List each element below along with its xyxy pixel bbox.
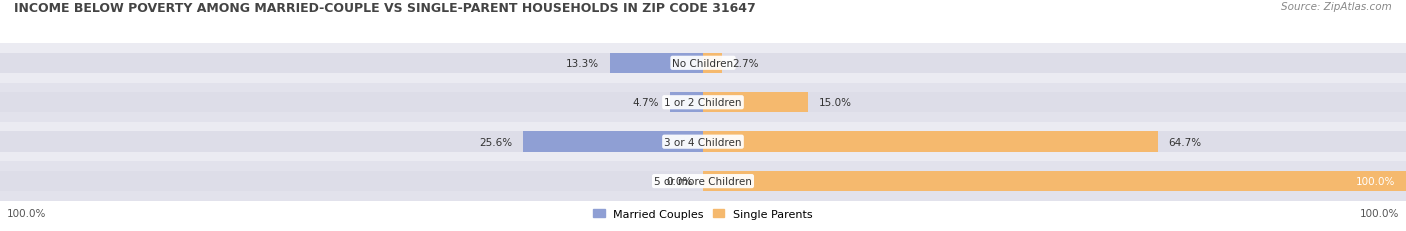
Text: 3 or 4 Children: 3 or 4 Children — [664, 137, 742, 147]
Text: No Children: No Children — [672, 58, 734, 69]
Bar — [703, 171, 1406, 191]
Bar — [703, 132, 1159, 152]
Bar — [703, 53, 723, 74]
Bar — [0, 44, 1406, 83]
Bar — [610, 53, 703, 74]
Text: 13.3%: 13.3% — [565, 58, 599, 69]
Bar — [703, 132, 1406, 152]
Text: 15.0%: 15.0% — [818, 98, 852, 108]
Bar — [669, 93, 703, 113]
Bar — [0, 53, 703, 74]
Text: 25.6%: 25.6% — [479, 137, 512, 147]
Text: 64.7%: 64.7% — [1168, 137, 1202, 147]
Text: 4.7%: 4.7% — [633, 98, 659, 108]
Text: 1 or 2 Children: 1 or 2 Children — [664, 98, 742, 108]
Bar — [0, 93, 703, 113]
Bar — [523, 132, 703, 152]
Bar — [703, 53, 1406, 74]
Bar — [703, 93, 1406, 113]
Legend: Married Couples, Single Parents: Married Couples, Single Parents — [589, 204, 817, 223]
Text: 100.0%: 100.0% — [1355, 176, 1395, 186]
Bar — [0, 162, 1406, 201]
Text: 100.0%: 100.0% — [1360, 208, 1399, 218]
Text: 0.0%: 0.0% — [666, 176, 693, 186]
Text: 100.0%: 100.0% — [7, 208, 46, 218]
Bar — [0, 132, 703, 152]
Bar — [703, 93, 808, 113]
Bar — [0, 83, 1406, 122]
Text: Source: ZipAtlas.com: Source: ZipAtlas.com — [1281, 2, 1392, 12]
Text: 5 or more Children: 5 or more Children — [654, 176, 752, 186]
Text: INCOME BELOW POVERTY AMONG MARRIED-COUPLE VS SINGLE-PARENT HOUSEHOLDS IN ZIP COD: INCOME BELOW POVERTY AMONG MARRIED-COUPL… — [14, 2, 756, 15]
Bar — [703, 171, 1406, 191]
Bar — [0, 122, 1406, 162]
Bar — [0, 171, 703, 191]
Text: 2.7%: 2.7% — [733, 58, 759, 69]
